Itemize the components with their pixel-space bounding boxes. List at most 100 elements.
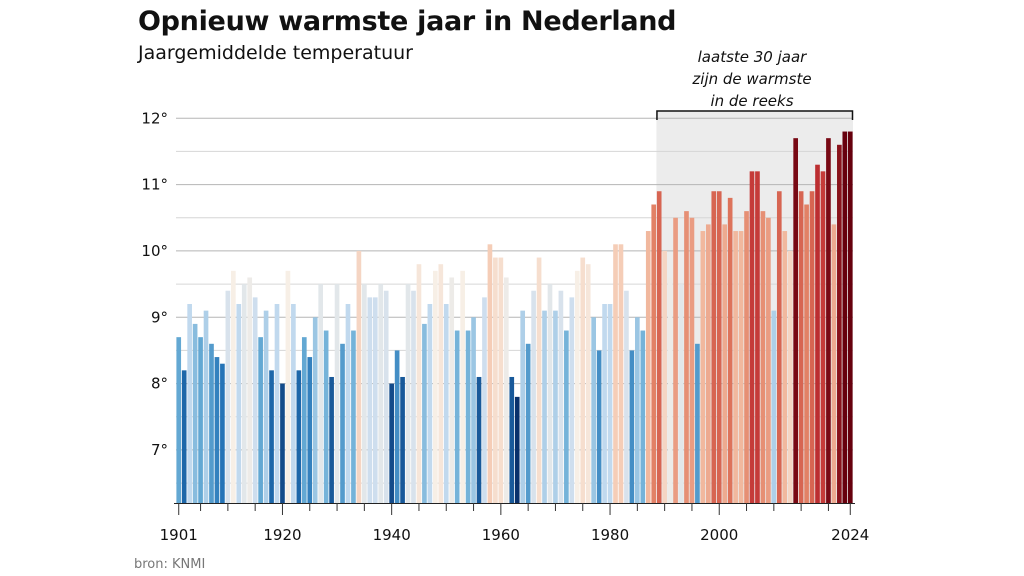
bar-1992 — [673, 217, 678, 503]
bar-1932 — [345, 304, 351, 503]
bar-2014 — [793, 138, 799, 503]
y-tick-label: 7° — [151, 441, 168, 459]
bar-1980 — [607, 304, 613, 503]
bar-1983 — [624, 290, 629, 503]
bar-1921 — [285, 270, 291, 503]
bar-1913 — [241, 284, 247, 503]
bar-1966 — [531, 290, 536, 503]
x-tick-label: 2000 — [700, 526, 738, 544]
bar-1956 — [476, 376, 482, 503]
bar-1957 — [482, 297, 487, 503]
bar-1990 — [662, 250, 667, 503]
bar-1938 — [378, 284, 384, 503]
bar-1901 — [176, 337, 182, 503]
bar-1943 — [405, 284, 411, 503]
bar-2010 — [771, 310, 777, 503]
bar-1965 — [525, 343, 531, 503]
bar-1905 — [198, 337, 203, 503]
x-tick-label: 1920 — [263, 526, 301, 544]
bar-1914 — [247, 277, 253, 503]
bar-2019 — [820, 171, 826, 504]
bar-2018 — [815, 164, 820, 503]
bar-1963 — [514, 396, 520, 503]
bar-1984 — [629, 350, 635, 503]
bar-1903 — [187, 304, 192, 503]
bar-1971 — [558, 290, 564, 503]
bar-1918 — [269, 370, 274, 503]
bar-1929 — [329, 376, 334, 503]
annotation-line-1: laatste 30 jaar — [697, 48, 807, 66]
y-tick-label: 10° — [141, 242, 168, 260]
bar-1950 — [443, 304, 449, 503]
bar-1972 — [564, 330, 569, 503]
bar-1933 — [351, 330, 356, 503]
bar-2023 — [842, 131, 848, 504]
bar-1955 — [471, 317, 476, 503]
chart-title: Opnieuw warmste jaar in Nederland — [138, 6, 677, 37]
bar-1936 — [367, 297, 373, 503]
bar-1917 — [263, 310, 269, 503]
bar-1945 — [416, 264, 422, 503]
bar-2007 — [755, 171, 760, 504]
annotation-line-3: in de reeks — [710, 92, 794, 110]
bar-1942 — [400, 376, 405, 503]
bar-1949 — [438, 264, 444, 503]
source-note: bron: KNMI — [134, 557, 206, 572]
bar-1909 — [220, 363, 225, 503]
bar-1998 — [705, 224, 711, 503]
bar-1974 — [574, 270, 580, 503]
bar-1962 — [509, 376, 515, 503]
bar-1924 — [301, 337, 307, 503]
bar-2020 — [826, 138, 831, 503]
bar-1982 — [618, 244, 624, 504]
bar-1981 — [613, 244, 618, 504]
bar-1994 — [684, 211, 689, 503]
bar-1922 — [291, 304, 296, 503]
bar-1999 — [711, 191, 717, 503]
bar-1989 — [656, 191, 662, 503]
bar-2015 — [798, 191, 804, 503]
bar-2003 — [733, 231, 738, 504]
bar-2005 — [744, 211, 749, 503]
x-tick-label: 1901 — [160, 526, 198, 544]
bar-1923 — [296, 370, 302, 503]
bar-1920 — [280, 383, 285, 503]
bar-1995 — [689, 217, 695, 503]
bar-1968 — [542, 310, 547, 503]
bar-2002 — [727, 197, 733, 503]
bar-2011 — [776, 191, 782, 503]
x-tick-label: 1980 — [591, 526, 629, 544]
bar-1951 — [449, 277, 455, 503]
bar-1977 — [591, 317, 596, 503]
bar-1948 — [433, 270, 438, 503]
bar-1960 — [498, 257, 504, 503]
bar-1967 — [536, 257, 542, 503]
bar-1987 — [645, 231, 651, 504]
bar-2006 — [749, 171, 755, 504]
bar-1912 — [236, 304, 242, 503]
x-tick-label: 2024 — [831, 526, 869, 544]
y-tick-label: 11° — [141, 176, 168, 194]
bar-2008 — [760, 211, 766, 503]
bar-2001 — [722, 224, 728, 503]
bar-1925 — [307, 357, 313, 503]
bar-2013 — [787, 250, 793, 503]
recent-years-band — [656, 111, 853, 503]
bar-2012 — [782, 231, 788, 504]
bar-2000 — [716, 191, 722, 503]
bar-1906 — [203, 310, 209, 503]
annotation-label: laatste 30 jaar zijn de warmste in de re… — [652, 46, 852, 112]
bar-1907 — [209, 343, 214, 503]
bar-1973 — [569, 297, 575, 503]
bar-1911 — [230, 270, 236, 503]
bar-1952 — [454, 330, 460, 503]
bar-1944 — [411, 290, 416, 503]
bar-1993 — [678, 284, 684, 503]
bar-1953 — [460, 270, 465, 503]
bar-1970 — [553, 310, 558, 503]
y-tick-label: 12° — [141, 109, 168, 127]
bar-1979 — [602, 304, 607, 503]
bar-2009 — [766, 217, 771, 503]
annotation-line-2: zijn de warmste — [692, 70, 812, 88]
bar-1941 — [394, 350, 400, 503]
